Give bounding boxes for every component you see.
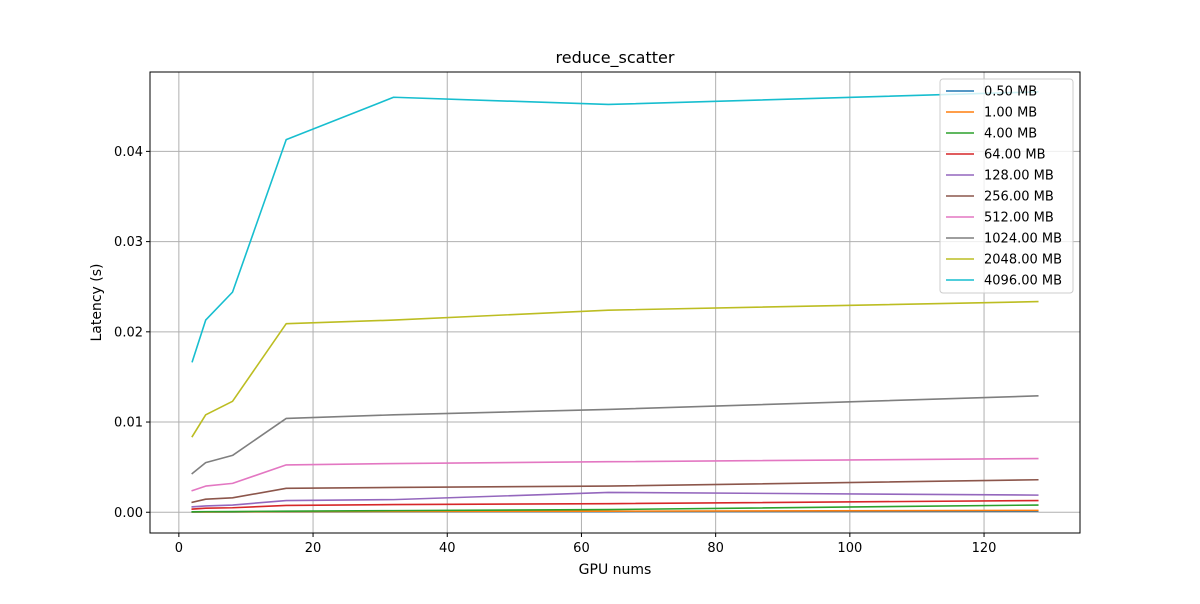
- plot-area-frame: [149, 71, 1081, 534]
- legend-entry-label: 0.50 MB: [984, 85, 1037, 100]
- series-lines: [191, 91, 1039, 513]
- x-tick-label: 80: [707, 541, 724, 556]
- series-line-2048-00-mb: [191, 300, 1039, 438]
- x-tick-label: 0: [175, 541, 183, 556]
- legend-entry-label: 128.00 MB: [984, 169, 1054, 184]
- x-axis-label: GPU nums: [579, 562, 652, 578]
- x-tick-label: 100: [837, 541, 862, 556]
- legend-entry-label: 4096.00 MB: [984, 274, 1062, 289]
- series-line-4-00-mb: [191, 504, 1039, 513]
- y-tick-label: 0.03: [114, 235, 143, 250]
- x-tick-label: 60: [573, 541, 590, 556]
- legend-entry-label: 64.00 MB: [984, 148, 1045, 163]
- legend-entry-label: 2048.00 MB: [984, 253, 1062, 268]
- legend-entry-label: 1024.00 MB: [984, 232, 1062, 247]
- series-line-256-00-mb: [191, 478, 1039, 504]
- y-tick-label: 0.01: [114, 416, 143, 431]
- x-tick-label: 120: [972, 541, 997, 556]
- series-line-128-00-mb: [191, 491, 1039, 508]
- series-line-4096-00-mb: [191, 91, 1039, 363]
- y-tick-label: 0.00: [114, 506, 143, 521]
- chart-title: reduce_scatter: [556, 48, 675, 68]
- y-tick-label: 0.02: [114, 325, 143, 340]
- legend-entry-label: 4.00 MB: [984, 127, 1037, 142]
- series-line-64-00-mb: [191, 499, 1039, 510]
- y-tick-label: 0.04: [114, 145, 143, 160]
- axis-ticks: 0 20 40 60 80 100 120 0.00 0.01 0.02 0.03 0.04: [114, 145, 996, 556]
- legend-entry-label: 512.00 MB: [984, 211, 1054, 226]
- series-line-1024-00-mb: [191, 395, 1039, 475]
- x-tick-label: 20: [305, 541, 322, 556]
- legend: 0.50 MB 1.00 MB 4.00 MB 64.00 MB 128.00 MB 25…: [939, 78, 1074, 294]
- x-tick-label: 40: [439, 541, 456, 556]
- series-line-512-00-mb: [191, 457, 1039, 492]
- legend-entry-label: 256.00 MB: [984, 190, 1054, 205]
- legend-entry-label: 1.00 MB: [984, 106, 1037, 121]
- y-axis-label: Latency (s): [89, 263, 105, 341]
